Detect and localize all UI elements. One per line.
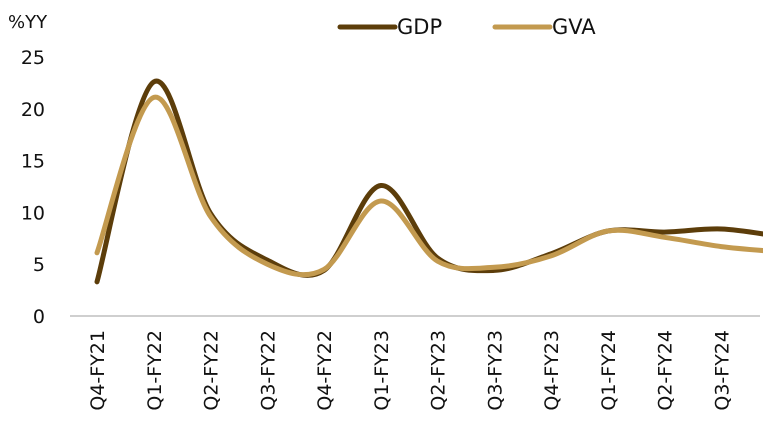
y-tick-label: 25: [21, 47, 45, 69]
x-tick-label: Q1-FY22: [144, 330, 166, 411]
x-tick-label: Q1-FY24: [598, 330, 620, 411]
y-tick-label: 0: [33, 306, 45, 328]
x-tick-label: Q4-FY23: [541, 330, 563, 411]
series-line-gva: [94, 94, 763, 278]
y-tick-label: 15: [21, 151, 45, 173]
x-axis-ticks: Q4-FY21 Q1-FY22 Q2-FY22 Q3-FY22 Q4-FY22 Q1-FY…: [87, 330, 733, 411]
y-tick-label: 5: [33, 254, 45, 276]
legend: GDP GVA: [337, 15, 596, 39]
y-tick-label: 10: [21, 202, 45, 224]
x-tick-label: Q4-FY21: [87, 330, 109, 411]
x-tick-label: Q2-FY22: [201, 330, 223, 411]
y-tick-label: 20: [21, 99, 45, 121]
x-tick-label: Q2-FY23: [428, 330, 450, 411]
x-tick-label: Q3-FY24: [711, 330, 733, 411]
x-tick-label: Q1-FY23: [371, 330, 393, 411]
legend-label-gdp: GDP: [397, 15, 442, 39]
x-tick-label: Q3-FY23: [484, 330, 506, 411]
x-tick-label: Q2-FY24: [655, 330, 677, 411]
legend-label-gva: GVA: [552, 15, 596, 39]
y-axis-ticks: 0 5 10 15 20 25: [21, 47, 45, 328]
x-tick-label: Q3-FY22: [257, 330, 279, 411]
y-axis-label: %YY: [8, 12, 48, 33]
series-line-gdp: [94, 78, 763, 285]
series-lines: [94, 78, 763, 285]
x-tick-label: Q4-FY22: [314, 330, 336, 411]
